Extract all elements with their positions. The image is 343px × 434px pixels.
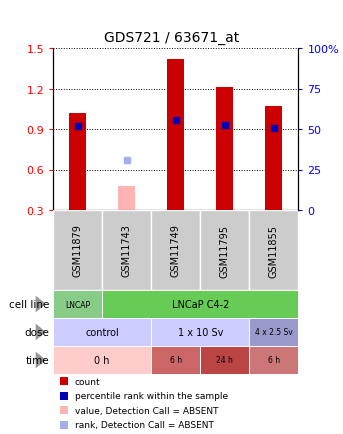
Bar bbox=[53, 346, 151, 374]
Polygon shape bbox=[36, 296, 46, 312]
Text: GDS721 / 63671_at: GDS721 / 63671_at bbox=[104, 31, 239, 45]
Text: percentile rank within the sample: percentile rank within the sample bbox=[75, 391, 228, 400]
Polygon shape bbox=[36, 324, 46, 341]
Bar bbox=[151, 346, 200, 374]
Text: GSM11879: GSM11879 bbox=[73, 224, 83, 277]
Text: LNCAP: LNCAP bbox=[65, 300, 90, 309]
Text: rank, Detection Call = ABSENT: rank, Detection Call = ABSENT bbox=[75, 420, 214, 429]
Bar bbox=[249, 210, 298, 290]
Bar bbox=[200, 346, 249, 374]
Bar bbox=[151, 210, 200, 290]
Bar bbox=[265, 107, 283, 210]
Text: 6 h: 6 h bbox=[170, 356, 182, 365]
Text: dose: dose bbox=[25, 327, 50, 337]
Text: 1 x 10 Sv: 1 x 10 Sv bbox=[178, 327, 223, 337]
Bar bbox=[53, 290, 102, 318]
Bar bbox=[167, 59, 185, 210]
Bar bbox=[53, 318, 151, 346]
Bar bbox=[102, 210, 151, 290]
Bar bbox=[200, 210, 249, 290]
Text: GSM11855: GSM11855 bbox=[269, 224, 279, 277]
Polygon shape bbox=[36, 352, 46, 368]
Bar bbox=[118, 186, 135, 210]
Text: GSM11795: GSM11795 bbox=[220, 224, 230, 277]
Bar bbox=[151, 318, 249, 346]
Bar bbox=[249, 318, 298, 346]
Bar bbox=[53, 210, 102, 290]
Text: 6 h: 6 h bbox=[268, 356, 280, 365]
Bar bbox=[102, 290, 298, 318]
Text: 0 h: 0 h bbox=[94, 355, 110, 365]
Bar bbox=[249, 346, 298, 374]
Bar bbox=[69, 114, 86, 210]
Text: 4 x 2.5 Sv: 4 x 2.5 Sv bbox=[255, 328, 293, 337]
Text: 24 h: 24 h bbox=[216, 356, 233, 365]
Text: GSM11743: GSM11743 bbox=[122, 224, 132, 277]
Text: time: time bbox=[26, 355, 50, 365]
Text: value, Detection Call = ABSENT: value, Detection Call = ABSENT bbox=[75, 406, 218, 415]
Text: LNCaP C4-2: LNCaP C4-2 bbox=[172, 299, 229, 309]
Text: control: control bbox=[85, 327, 119, 337]
Text: cell line: cell line bbox=[9, 299, 50, 309]
Text: GSM11749: GSM11749 bbox=[171, 224, 181, 277]
Bar bbox=[216, 88, 234, 210]
Text: count: count bbox=[75, 377, 100, 386]
